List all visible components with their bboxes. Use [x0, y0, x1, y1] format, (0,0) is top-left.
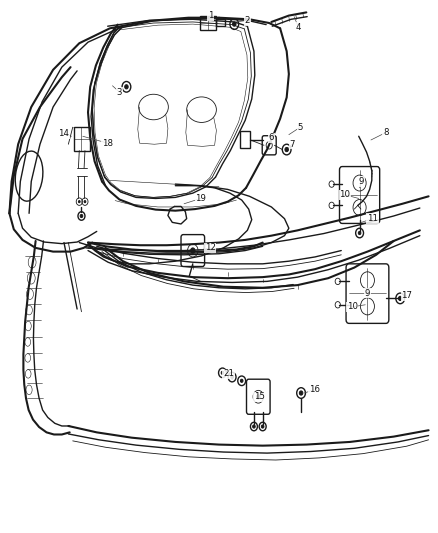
Text: 5: 5: [297, 123, 303, 132]
Text: 10: 10: [346, 302, 358, 311]
Circle shape: [257, 394, 260, 399]
Text: 17: 17: [401, 291, 412, 300]
Circle shape: [358, 231, 361, 235]
Text: 2: 2: [245, 16, 250, 25]
FancyBboxPatch shape: [247, 379, 270, 414]
Circle shape: [285, 148, 288, 152]
Circle shape: [261, 425, 264, 428]
FancyBboxPatch shape: [181, 235, 205, 266]
Text: 15: 15: [254, 392, 265, 401]
Circle shape: [299, 391, 303, 395]
Text: 3: 3: [117, 87, 122, 96]
Circle shape: [399, 296, 402, 301]
Circle shape: [231, 375, 233, 378]
Text: 9: 9: [365, 288, 370, 297]
Text: 7: 7: [290, 140, 295, 149]
Circle shape: [84, 200, 86, 203]
Circle shape: [191, 248, 195, 253]
Text: 9: 9: [359, 177, 364, 186]
Text: 1: 1: [208, 11, 213, 20]
Text: 6: 6: [268, 133, 274, 142]
Bar: [240, 132, 251, 149]
Text: 4: 4: [296, 23, 301, 32]
Text: 19: 19: [195, 194, 206, 203]
FancyBboxPatch shape: [346, 264, 389, 324]
Text: 11: 11: [367, 214, 378, 223]
Text: 10: 10: [339, 190, 350, 199]
Bar: [74, 127, 90, 151]
Text: 16: 16: [309, 385, 320, 394]
Circle shape: [253, 425, 255, 428]
FancyBboxPatch shape: [339, 166, 380, 223]
Bar: [216, 19, 225, 26]
Circle shape: [221, 371, 224, 374]
Circle shape: [240, 379, 243, 382]
Text: 14: 14: [59, 129, 70, 138]
Circle shape: [78, 200, 80, 203]
Text: 18: 18: [102, 139, 113, 148]
Circle shape: [233, 22, 236, 26]
Text: 8: 8: [383, 128, 389, 137]
Circle shape: [125, 85, 128, 89]
Text: 21: 21: [223, 369, 234, 378]
Bar: [200, 15, 216, 30]
Circle shape: [80, 214, 83, 217]
Text: 12: 12: [205, 244, 216, 253]
